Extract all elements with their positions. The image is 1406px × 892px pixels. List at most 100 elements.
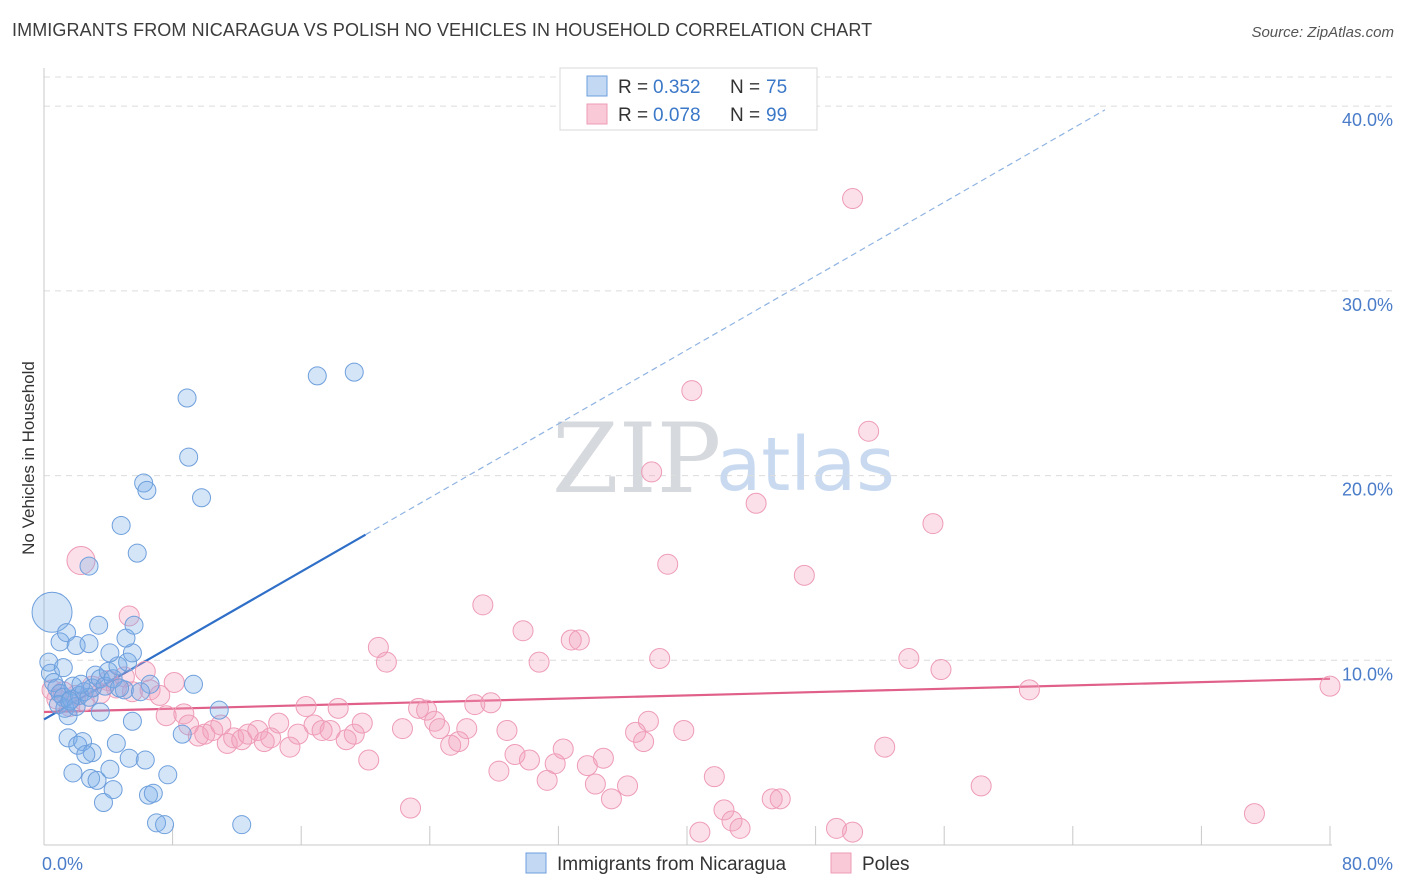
nicaragua-point	[79, 634, 99, 654]
nicaragua-point	[100, 643, 120, 663]
poles-point	[351, 712, 373, 734]
nicaragua-point	[58, 728, 78, 748]
poles-point	[518, 749, 540, 771]
poles-point	[761, 788, 783, 810]
nicaragua-point	[53, 658, 73, 678]
legend-n-label: N =	[730, 105, 760, 126]
poles-point	[681, 380, 703, 402]
nicaragua-point	[57, 623, 77, 643]
poles-point	[496, 719, 518, 741]
poles-point	[512, 620, 534, 642]
legend-n-value: 75	[766, 77, 787, 98]
nicaragua-point	[44, 672, 64, 692]
poles-point	[118, 605, 140, 627]
x-tick-label: 80.0%	[1342, 854, 1393, 874]
poles-point	[729, 817, 751, 839]
poles-point	[858, 420, 880, 442]
legend-swatch-nicaragua	[586, 75, 608, 97]
nicaragua-point	[76, 744, 96, 764]
poles-point	[173, 703, 195, 725]
trend-lines	[43, 109, 1331, 721]
legend-swatch-poles	[586, 103, 608, 125]
nicaragua-point	[60, 691, 80, 711]
poles-point	[793, 564, 815, 586]
bottom-legend-label-poles: Poles	[862, 854, 910, 875]
bottom-legend-swatch-nicaragua	[525, 852, 547, 874]
poles-point	[210, 714, 232, 736]
nicaragua-point	[232, 815, 252, 835]
poles-point	[428, 718, 450, 740]
legend-r-value: 0.078	[653, 105, 701, 126]
bottom-legend-label-nicaragua: Immigrants from Nicaragua	[557, 854, 787, 875]
poles-point	[504, 743, 526, 765]
poles-point	[343, 723, 365, 745]
nicaragua-point	[183, 674, 203, 694]
nicaragua-point	[103, 780, 123, 800]
poles-point	[1018, 679, 1040, 701]
nicaragua-point	[95, 676, 115, 696]
nicaragua-point	[89, 615, 109, 635]
nicaragua-point	[71, 674, 91, 694]
legend-n-label: N =	[730, 77, 760, 98]
legend-r-label: R =	[618, 77, 648, 98]
y-axis-label: No Vehicles in Household	[19, 361, 38, 555]
nicaragua-point	[209, 700, 229, 720]
nicaragua-point	[63, 763, 83, 783]
data-points	[31, 188, 1341, 843]
nicaragua-point	[127, 543, 147, 563]
nicaragua-point	[66, 696, 86, 716]
nicaragua-trend-extension	[365, 109, 1106, 536]
poles-point	[745, 492, 767, 514]
nicaragua-point	[177, 388, 197, 408]
poles-point	[121, 681, 143, 703]
nicaragua-point	[118, 652, 138, 672]
poles-point	[253, 731, 275, 753]
nicaragua-point	[155, 815, 175, 835]
nicaragua-point	[111, 515, 131, 535]
nicaragua-point	[50, 632, 70, 652]
bottom-legend-swatch-poles	[830, 852, 852, 874]
nicaragua-point	[82, 743, 102, 763]
nicaragua-point	[192, 488, 212, 508]
nicaragua-point	[31, 591, 73, 633]
nicaragua-point	[100, 759, 120, 779]
poles-point	[617, 775, 639, 797]
poles-point	[1243, 803, 1265, 825]
nicaragua-point	[122, 711, 142, 731]
nicaragua-point	[137, 480, 157, 500]
poles-point	[1319, 675, 1341, 697]
source-label: Source: ZipAtlas.com	[1251, 24, 1394, 41]
y-tick-label: 30.0%	[1342, 295, 1393, 315]
legend-r-label: R =	[618, 105, 648, 126]
legend-n-value: 99	[766, 105, 787, 126]
poles-point	[713, 799, 735, 821]
nicaragua-point	[119, 748, 139, 768]
y-tick-label: 40.0%	[1342, 110, 1393, 130]
poles-point	[416, 699, 438, 721]
poles-point	[375, 651, 397, 673]
gridlines: 10.0% 20.0% 30.0% 40.0%	[44, 76, 1394, 684]
poles-point	[488, 760, 510, 782]
top-legend: R = 0.352 N = 75 R = 0.078 N = 99	[559, 67, 818, 131]
poles-point	[637, 710, 659, 732]
poles-point	[163, 671, 185, 693]
watermark: ZIP atlas	[552, 403, 895, 515]
nicaragua-point	[63, 676, 83, 696]
poles-point	[464, 694, 486, 716]
nicaragua-point	[87, 770, 107, 790]
nicaragua-point	[130, 682, 150, 702]
watermark-zip: ZIP	[552, 403, 721, 515]
watermark-atlas: atlas	[716, 422, 895, 508]
legend-r-value: 0.352	[653, 77, 701, 98]
nicaragua-point	[79, 556, 99, 576]
poles-point	[287, 723, 309, 745]
nicaragua-point	[143, 783, 163, 803]
poles-point	[592, 747, 614, 769]
poles-point	[319, 719, 341, 741]
nicaragua-point	[135, 750, 155, 770]
poles-point	[842, 188, 864, 210]
poles-point	[155, 705, 177, 727]
nicaragua-point	[147, 813, 167, 833]
poles-point	[898, 647, 920, 669]
y-tick-label: 20.0%	[1342, 480, 1393, 500]
